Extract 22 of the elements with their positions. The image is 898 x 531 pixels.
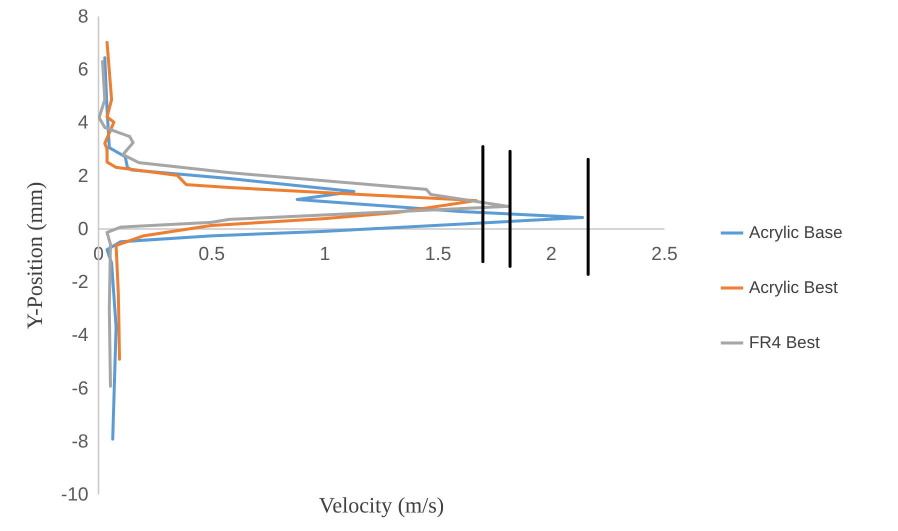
x-tick-label: 2.5: [651, 244, 678, 265]
y-tick-label: -2: [72, 272, 88, 294]
y-tick-label: 4: [78, 112, 89, 134]
x-tick-label: 2: [546, 244, 557, 265]
y-tick-label: -10: [61, 484, 88, 506]
y-tick-label: 0: [78, 218, 88, 240]
legend-label: FR4 Best: [749, 333, 820, 352]
y-tick-label: 2: [78, 166, 88, 187]
legend-label: Acrylic Best: [749, 278, 838, 297]
y-axis-title: Y-Position (mm): [22, 182, 48, 330]
x-tick-label: 0.5: [198, 244, 225, 265]
x-tick-label: 0: [93, 244, 104, 265]
line-series: [103, 41, 478, 361]
y-tick-label: 8: [78, 6, 88, 28]
legend-label: Acrylic Base: [749, 223, 843, 242]
y-tick-label: -8: [72, 431, 88, 452]
y-tick-label: -4: [72, 325, 89, 346]
x-tick-label: 1.5: [424, 244, 452, 265]
x-axis-title: Velocity (m/s): [318, 492, 444, 518]
x-tick-label: 1: [320, 244, 330, 265]
y-tick-label: -6: [72, 378, 88, 400]
y-tick-label: 6: [78, 60, 88, 81]
